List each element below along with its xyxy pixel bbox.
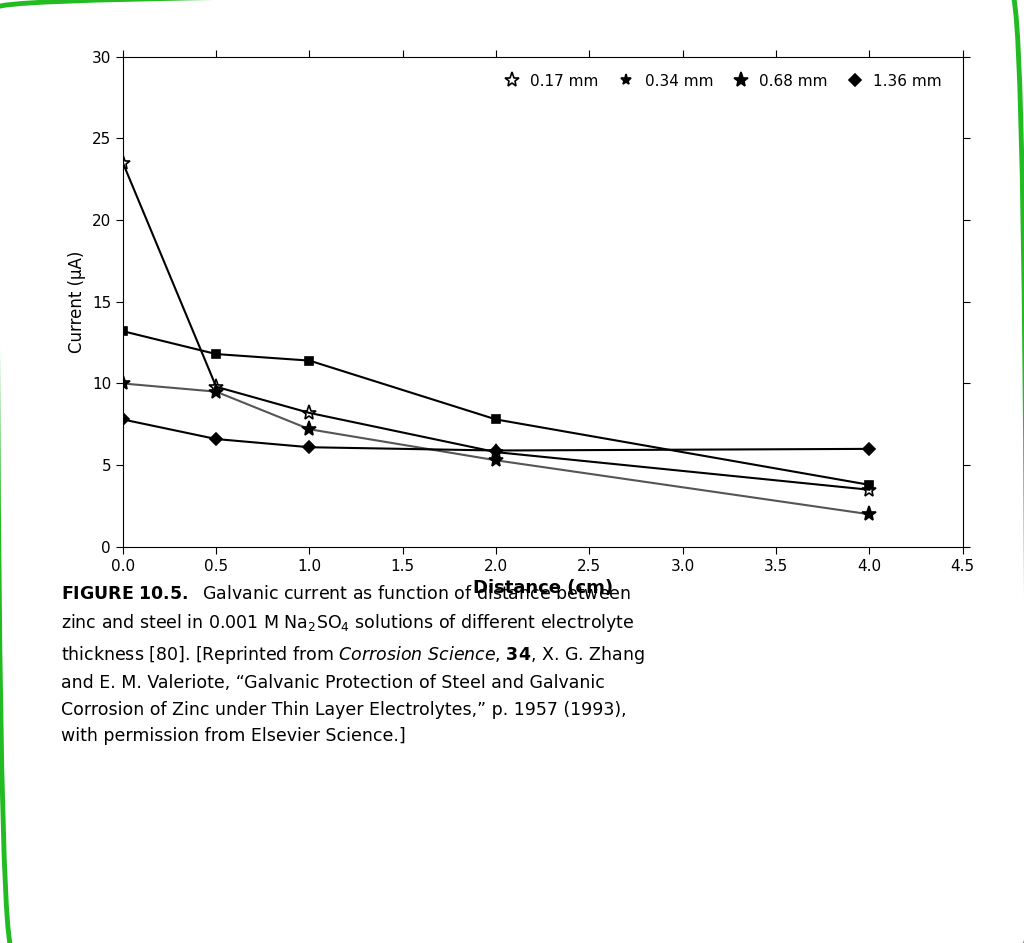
1.36 mm <box>303 441 315 453</box>
0.34 mm <box>489 414 502 425</box>
0.17 mm <box>117 157 129 169</box>
Text: $\mathbf{FIGURE\ 10.5.}$  Galvanic current as function of distance between
zinc : $\mathbf{FIGURE\ 10.5.}$ Galvanic curren… <box>61 585 645 745</box>
1.36 mm <box>117 414 129 425</box>
0.34 mm <box>210 348 222 359</box>
1.36 mm <box>210 434 222 445</box>
Legend: 0.17 mm, 0.34 mm, 0.68 mm, 1.36 mm: 0.17 mm, 0.34 mm, 0.68 mm, 1.36 mm <box>493 69 946 93</box>
0.68 mm <box>489 455 502 466</box>
0.17 mm <box>489 446 502 457</box>
0.17 mm <box>303 407 315 419</box>
0.68 mm <box>117 378 129 389</box>
X-axis label: Distance (cm): Distance (cm) <box>473 579 612 597</box>
0.68 mm <box>303 423 315 435</box>
0.34 mm <box>863 479 876 490</box>
0.34 mm <box>117 325 129 337</box>
0.68 mm <box>863 508 876 520</box>
0.34 mm <box>303 355 315 366</box>
0.68 mm <box>210 386 222 397</box>
Line: 0.17 mm: 0.17 mm <box>116 156 877 497</box>
1.36 mm <box>489 445 502 456</box>
Line: 0.34 mm: 0.34 mm <box>119 327 873 489</box>
0.17 mm <box>210 381 222 392</box>
0.17 mm <box>863 484 876 495</box>
1.36 mm <box>863 443 876 455</box>
Y-axis label: Current (μA): Current (μA) <box>69 251 86 353</box>
Line: 1.36 mm: 1.36 mm <box>119 415 873 455</box>
Line: 0.68 mm: 0.68 mm <box>116 376 877 521</box>
